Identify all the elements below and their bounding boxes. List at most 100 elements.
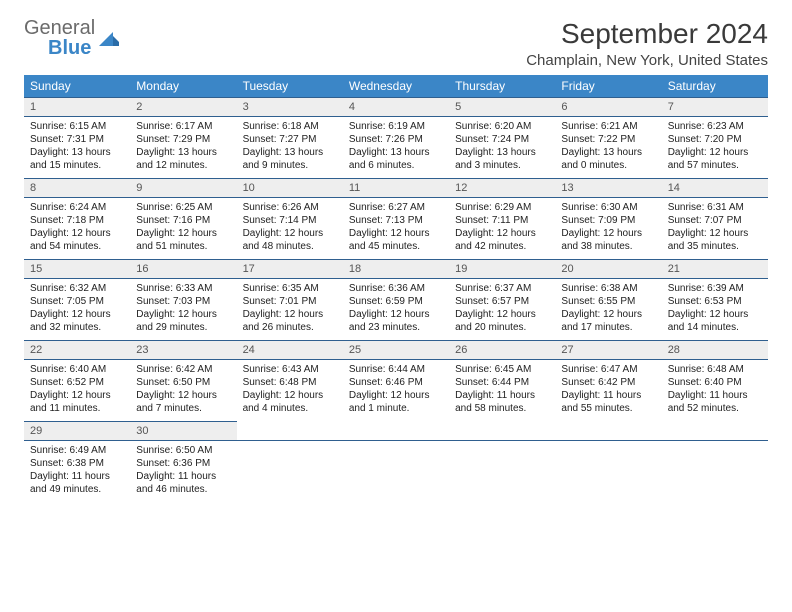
week-row: Sunrise: 6:40 AMSunset: 6:52 PM Daylight:…	[24, 360, 768, 422]
day-line-d2: and 7 minutes.	[136, 402, 230, 415]
day-number: 18	[343, 260, 449, 279]
day-line-d1: Daylight: 12 hours	[668, 146, 762, 159]
day-line-ss: Sunset: 6:59 PM	[349, 295, 443, 308]
day-line-d1: Daylight: 11 hours	[455, 389, 549, 402]
day-line-sr: Sunrise: 6:48 AM	[668, 363, 762, 376]
day-line-sr: Sunrise: 6:23 AM	[668, 120, 762, 133]
day-line-sr: Sunrise: 6:50 AM	[136, 444, 230, 457]
day-number	[343, 422, 449, 441]
day-number: 9	[130, 179, 236, 198]
day-line-sr: Sunrise: 6:37 AM	[455, 282, 549, 295]
day-header: Saturday	[662, 75, 768, 98]
day-line-sr: Sunrise: 6:44 AM	[349, 363, 443, 376]
day-line-d1: Daylight: 12 hours	[349, 227, 443, 240]
day-number: 12	[449, 179, 555, 198]
day-line-sr: Sunrise: 6:35 AM	[243, 282, 337, 295]
day-line-ss: Sunset: 6:36 PM	[136, 457, 230, 470]
day-line-d1: Daylight: 13 hours	[561, 146, 655, 159]
day-line-ss: Sunset: 7:27 PM	[243, 133, 337, 146]
day-line-d2: and 45 minutes.	[349, 240, 443, 253]
day-line-d2: and 23 minutes.	[349, 321, 443, 334]
day-line-d1: Daylight: 11 hours	[136, 470, 230, 483]
day-line-sr: Sunrise: 6:19 AM	[349, 120, 443, 133]
day-line-d2: and 48 minutes.	[243, 240, 337, 253]
day-line-sr: Sunrise: 6:31 AM	[668, 201, 762, 214]
day-line-d1: Daylight: 12 hours	[455, 227, 549, 240]
day-line-ss: Sunset: 7:16 PM	[136, 214, 230, 227]
day-cell: Sunrise: 6:44 AMSunset: 6:46 PMDaylight:…	[343, 360, 449, 422]
day-number: 28	[662, 341, 768, 360]
day-cell: Sunrise: 6:50 AMSunset: 6:36 PMDaylight:…	[130, 441, 236, 503]
day-cell: Sunrise: 6:37 AMSunset: 6:57 PMDaylight:…	[449, 279, 555, 341]
day-number: 10	[237, 179, 343, 198]
daynum-row: 1234567	[24, 98, 768, 117]
day-line-sr: Sunrise: 6:24 AM	[30, 201, 124, 214]
day-line-sr: Sunrise: 6:27 AM	[349, 201, 443, 214]
day-line-sr: Sunrise: 6:25 AM	[136, 201, 230, 214]
logo-text-2: Blue	[48, 38, 95, 58]
day-line-d2: and 15 minutes.	[30, 159, 124, 172]
day-line-d1: Daylight: 12 hours	[349, 308, 443, 321]
day-cell	[237, 441, 343, 503]
day-cell: Sunrise: 6:18 AMSunset: 7:27 PMDaylight:…	[237, 117, 343, 179]
day-line-ss: Sunset: 7:31 PM	[30, 133, 124, 146]
day-number: 17	[237, 260, 343, 279]
day-number: 16	[130, 260, 236, 279]
day-cell: Sunrise: 6:42 AMSunset: 6:50 PMDaylight:…	[130, 360, 236, 422]
day-line-ss: Sunset: 7:29 PM	[136, 133, 230, 146]
day-number: 19	[449, 260, 555, 279]
day-line-ss: Sunset: 6:57 PM	[455, 295, 549, 308]
day-line-d2: and 9 minutes.	[243, 159, 337, 172]
day-cell: Sunrise: 6:24 AMSunset: 7:18 PMDaylight:…	[24, 198, 130, 260]
day-line-sr: Sunrise: 6:20 AM	[455, 120, 549, 133]
day-line-ss: Sunset: 7:26 PM	[349, 133, 443, 146]
day-line-d1: Daylight: 13 hours	[243, 146, 337, 159]
daynum-row: 15161718192021	[24, 260, 768, 279]
day-line-sr: Sunrise: 6:38 AM	[561, 282, 655, 295]
day-line-ss: Sunset: 7:20 PM	[668, 133, 762, 146]
day-line-ss: Sunset: 6:55 PM	[561, 295, 655, 308]
day-line-ss: Sunset: 6:40 PM	[668, 376, 762, 389]
daynum-row: 22232425262728	[24, 341, 768, 360]
day-line-ss: Sunset: 7:11 PM	[455, 214, 549, 227]
day-line-ss: Sunset: 6:52 PM	[30, 376, 124, 389]
day-header: Monday	[130, 75, 236, 98]
day-cell: Sunrise: 6:35 AMSunset: 7:01 PMDaylight:…	[237, 279, 343, 341]
day-line-ss: Sunset: 7:24 PM	[455, 133, 549, 146]
day-cell: Sunrise: 6:47 AMSunset: 6:42 PMDaylight:…	[555, 360, 661, 422]
day-cell: Sunrise: 6:29 AMSunset: 7:11 PMDaylight:…	[449, 198, 555, 260]
day-line-ss: Sunset: 7:01 PM	[243, 295, 337, 308]
day-line-d2: and 4 minutes.	[243, 402, 337, 415]
day-cell: Sunrise: 6:21 AMSunset: 7:22 PMDaylight:…	[555, 117, 661, 179]
day-header: Tuesday	[237, 75, 343, 98]
day-line-sr: Sunrise: 6:29 AM	[455, 201, 549, 214]
day-number: 27	[555, 341, 661, 360]
day-cell: Sunrise: 6:48 AMSunset: 6:40 PMDaylight:…	[662, 360, 768, 422]
day-number: 23	[130, 341, 236, 360]
day-line-d2: and 20 minutes.	[455, 321, 549, 334]
day-cell	[343, 441, 449, 503]
day-line-sr: Sunrise: 6:49 AM	[30, 444, 124, 457]
day-header: Sunday	[24, 75, 130, 98]
week-row: Sunrise: 6:49 AMSunset: 6:38 PMDaylight:…	[24, 441, 768, 503]
day-number: 26	[449, 341, 555, 360]
day-line-d2: and 17 minutes.	[561, 321, 655, 334]
logo: General Blue	[24, 18, 119, 58]
day-line-sr: Sunrise: 6:40 AM	[30, 363, 124, 376]
day-header: Friday	[555, 75, 661, 98]
day-number	[449, 422, 555, 441]
daynum-row: 2930	[24, 422, 768, 441]
location: Champlain, New York, United States	[526, 52, 768, 69]
header: General Blue September 2024 Champlain, N…	[24, 18, 768, 69]
day-line-d2: and 51 minutes.	[136, 240, 230, 253]
day-line-d1: Daylight: 12 hours	[30, 227, 124, 240]
day-line-d2: and 11 minutes.	[30, 402, 124, 415]
day-line-d1: Daylight: 12 hours	[668, 308, 762, 321]
day-line-ss: Sunset: 6:42 PM	[561, 376, 655, 389]
day-number: 29	[24, 422, 130, 441]
day-header-row: SundayMondayTuesdayWednesdayThursdayFrid…	[24, 75, 768, 98]
week-row: Sunrise: 6:32 AMSunset: 7:05 PMDaylight:…	[24, 279, 768, 341]
day-number: 15	[24, 260, 130, 279]
day-line-sr: Sunrise: 6:43 AM	[243, 363, 337, 376]
logo-text-1: General	[24, 18, 95, 38]
